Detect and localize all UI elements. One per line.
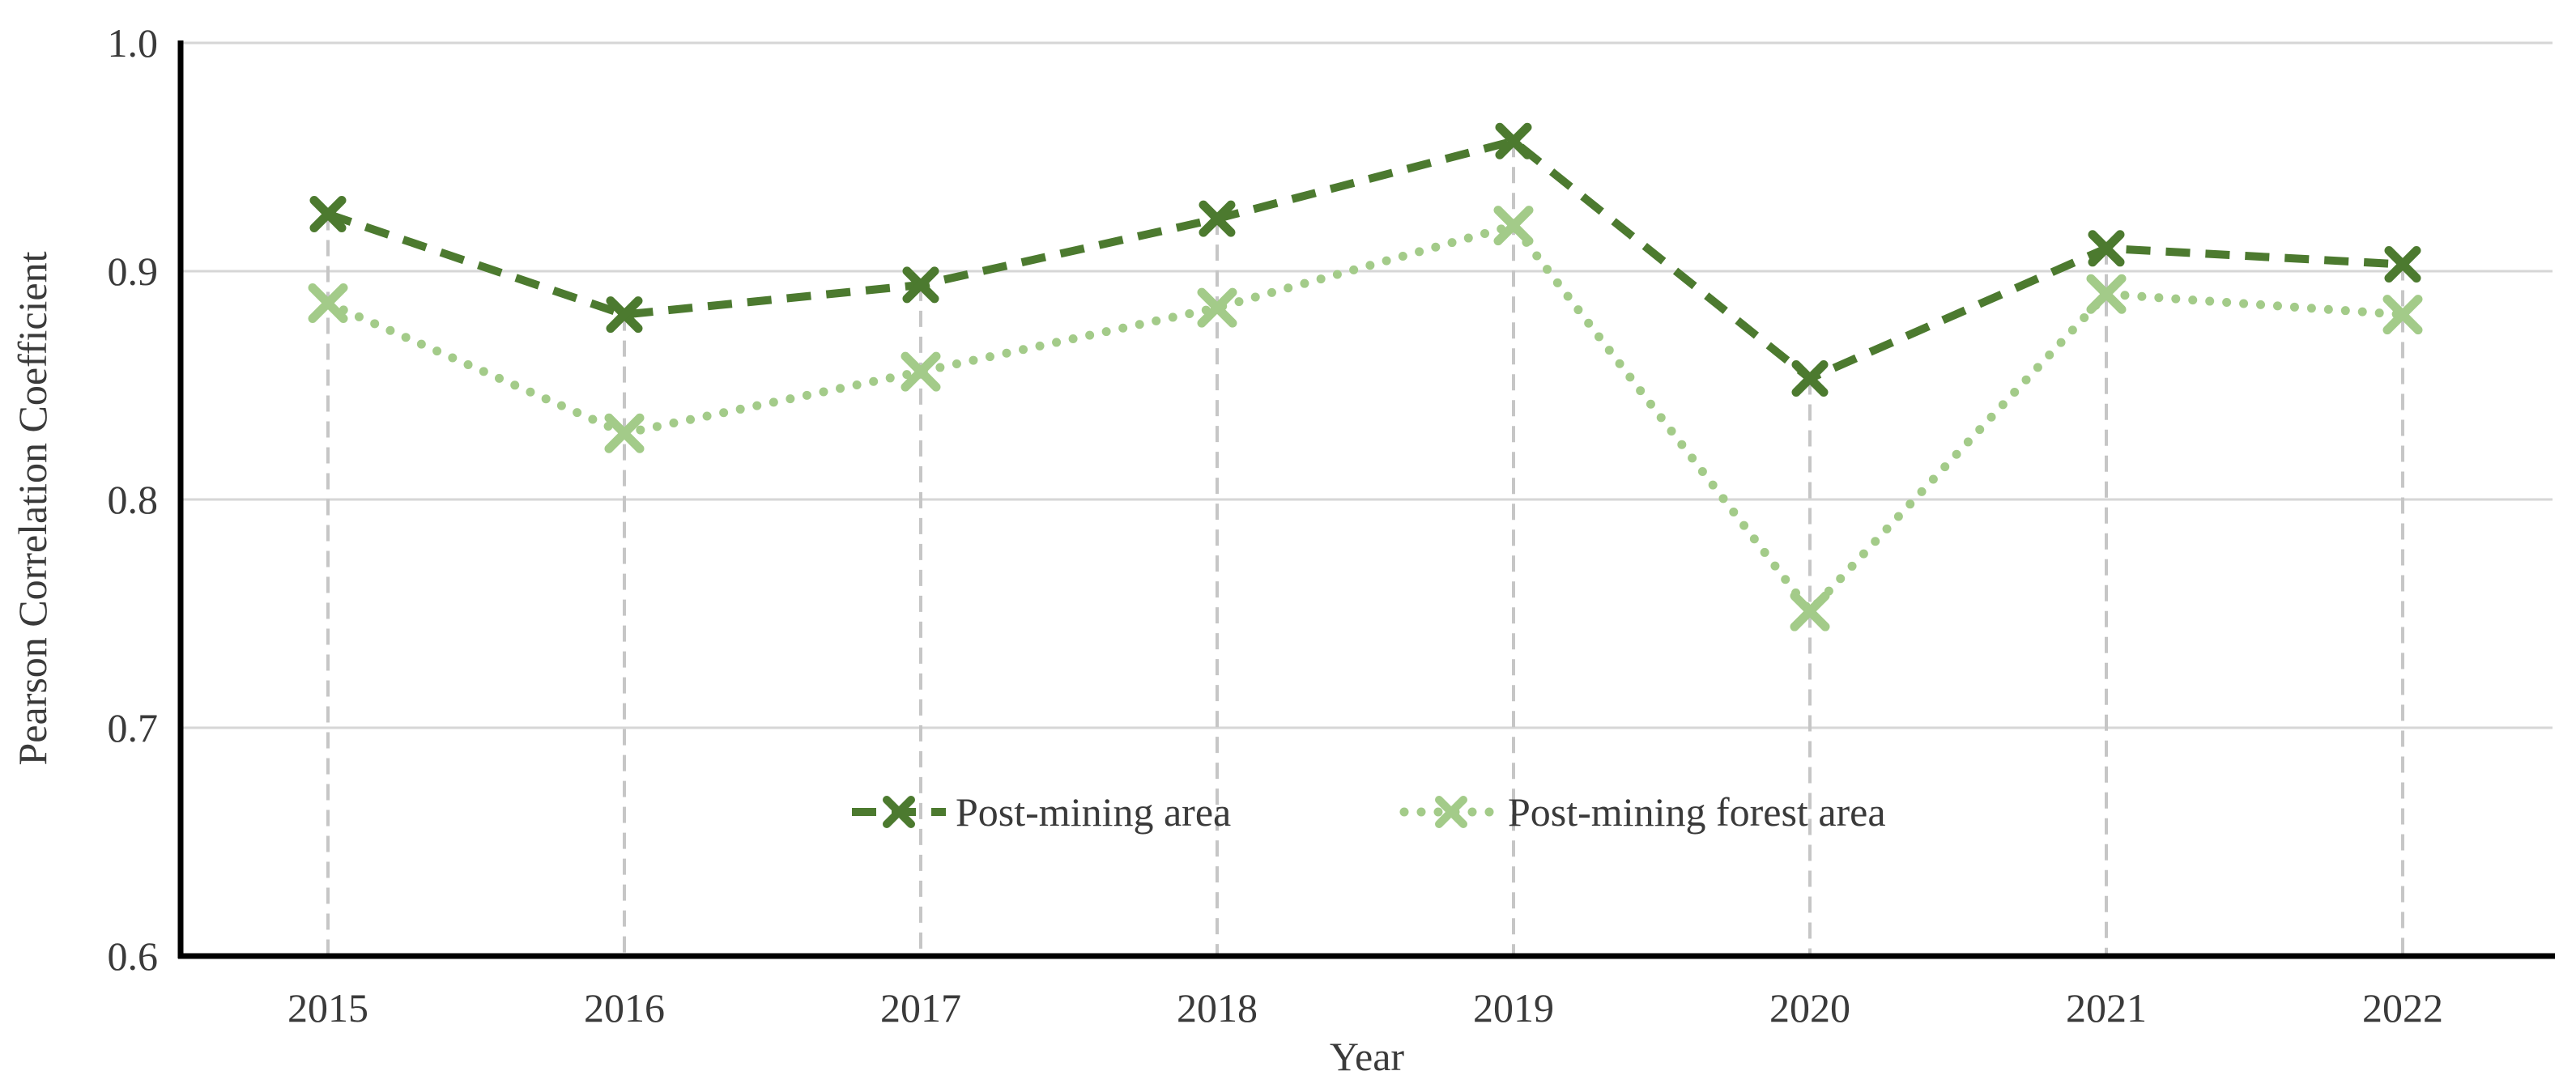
marker-x-series0-2019 xyxy=(1495,122,1532,159)
x-tick-2016: 2016 xyxy=(584,985,665,1031)
marker-x-series1-2017 xyxy=(901,351,941,392)
x-tick-2020: 2020 xyxy=(1769,985,1850,1031)
y-tick-0.6: 0.6 xyxy=(108,933,159,979)
legend-swatch-post-mining-area xyxy=(852,796,946,828)
series-line-0 xyxy=(326,137,2404,383)
marker-x-series0-2015 xyxy=(309,196,347,232)
marker-x-series0-2020 xyxy=(1791,360,1829,397)
y-tick-0.9: 0.9 xyxy=(108,249,159,294)
y-axis-title: Pearson Correlation Coefficient xyxy=(10,251,55,765)
gridlines-layer xyxy=(181,41,2553,729)
markers-layer xyxy=(308,122,2423,631)
x-tick-2018: 2018 xyxy=(1177,985,1258,1031)
legend-marker-x-0 xyxy=(883,796,915,828)
marker-x-series0-2017 xyxy=(902,266,939,304)
marker-x-series1-2015 xyxy=(308,283,348,323)
marker-x-series1-2021 xyxy=(2086,274,2127,314)
legend-swatch-post-mining-forest-area xyxy=(1399,796,1503,828)
marker-x-series1-2022 xyxy=(2382,295,2423,335)
x-tick-2019: 2019 xyxy=(1473,985,1554,1031)
marker-x-series0-2021 xyxy=(2088,230,2125,267)
y-tick-labels: 1.0 0.9 0.8 0.7 0.6 xyxy=(108,20,159,979)
legend: Post-mining area Post-mining forest area xyxy=(852,789,1886,835)
x-tick-2021: 2021 xyxy=(2066,985,2147,1031)
y-tick-0.8: 0.8 xyxy=(108,477,159,522)
legend-label-post-mining-area: Post-mining area xyxy=(956,789,1231,835)
marker-x-series1-2016 xyxy=(604,413,645,453)
x-tick-2022: 2022 xyxy=(2362,985,2443,1031)
legend-marker-x-1 xyxy=(1435,796,1467,828)
y-tick-0.7: 0.7 xyxy=(108,705,159,750)
marker-x-series1-2018 xyxy=(1197,287,1237,328)
x-tick-2017: 2017 xyxy=(880,985,961,1031)
marker-x-series0-2018 xyxy=(1199,200,1236,237)
x-tick-2015: 2015 xyxy=(287,985,368,1031)
legend-label-post-mining-forest-area: Post-mining forest area xyxy=(1508,789,1886,835)
series-line-1 xyxy=(323,221,2408,616)
x-axis-title: Year xyxy=(1330,1034,1404,1079)
drop-lines-layer xyxy=(326,141,2404,956)
y-tick-1.0: 1.0 xyxy=(108,20,159,66)
marker-x-series1-2020 xyxy=(1790,591,1830,631)
marker-x-series0-2016 xyxy=(606,296,643,334)
marker-x-series0-2022 xyxy=(2384,246,2421,283)
marker-x-series1-2019 xyxy=(1493,206,1534,246)
series-layer xyxy=(323,137,2408,616)
x-tick-labels: 2015 2016 2017 2018 2019 2020 2021 2022 xyxy=(287,985,2443,1031)
